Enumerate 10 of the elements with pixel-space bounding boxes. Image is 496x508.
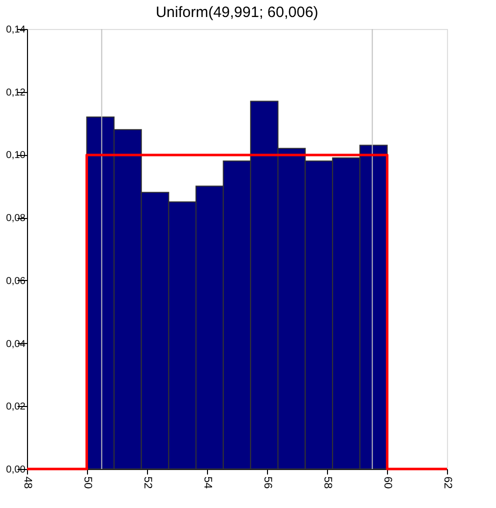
y-tick-label: 0,14 [6,24,26,36]
x-tick-label: 52 [142,476,154,489]
x-tick-label: 56 [262,476,274,489]
x-tick-label: 48 [22,476,34,489]
x-tick-label: 60 [382,476,394,489]
x-tick-label: 54 [202,476,214,489]
x-tick-label: 50 [82,476,94,489]
x-tick-label: 62 [442,476,454,489]
x-tick-label: 58 [322,476,334,489]
chart-title: Uniform(49,991; 60,006) [156,4,318,21]
